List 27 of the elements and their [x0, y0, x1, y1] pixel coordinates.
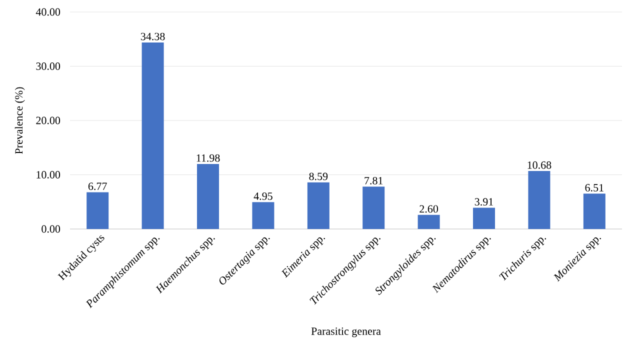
y-tick-label: 30.00 [36, 62, 60, 70]
bar [362, 186, 385, 229]
y-tick-label: 10.00 [36, 171, 60, 178]
data-label: 10.68 [528, 161, 552, 169]
y-tick-label: 0.00 [42, 225, 60, 233]
data-label: 7.81 [364, 176, 383, 184]
y-axis-title: Prevalence (%) [14, 87, 25, 154]
bar [142, 42, 164, 229]
y-tick-label: 40.00 [36, 8, 60, 16]
data-label: 8.59 [309, 172, 328, 180]
bar [86, 192, 109, 229]
bar [473, 208, 496, 229]
data-label: 11.98 [196, 154, 220, 162]
data-label: 6.77 [88, 182, 107, 190]
y-tick-label: 20.00 [36, 116, 60, 124]
bar [307, 182, 330, 229]
data-label: 2.60 [420, 205, 438, 213]
bar [583, 194, 606, 229]
bar [197, 164, 220, 229]
x-axis-title: Parasitic genera [311, 328, 381, 338]
data-label: 4.95 [254, 192, 272, 200]
data-label: 6.51 [585, 184, 604, 192]
bar [418, 214, 440, 229]
bar [528, 171, 550, 229]
data-label: 34.38 [140, 32, 165, 40]
data-label: 3.91 [474, 198, 493, 206]
bar [252, 202, 274, 229]
